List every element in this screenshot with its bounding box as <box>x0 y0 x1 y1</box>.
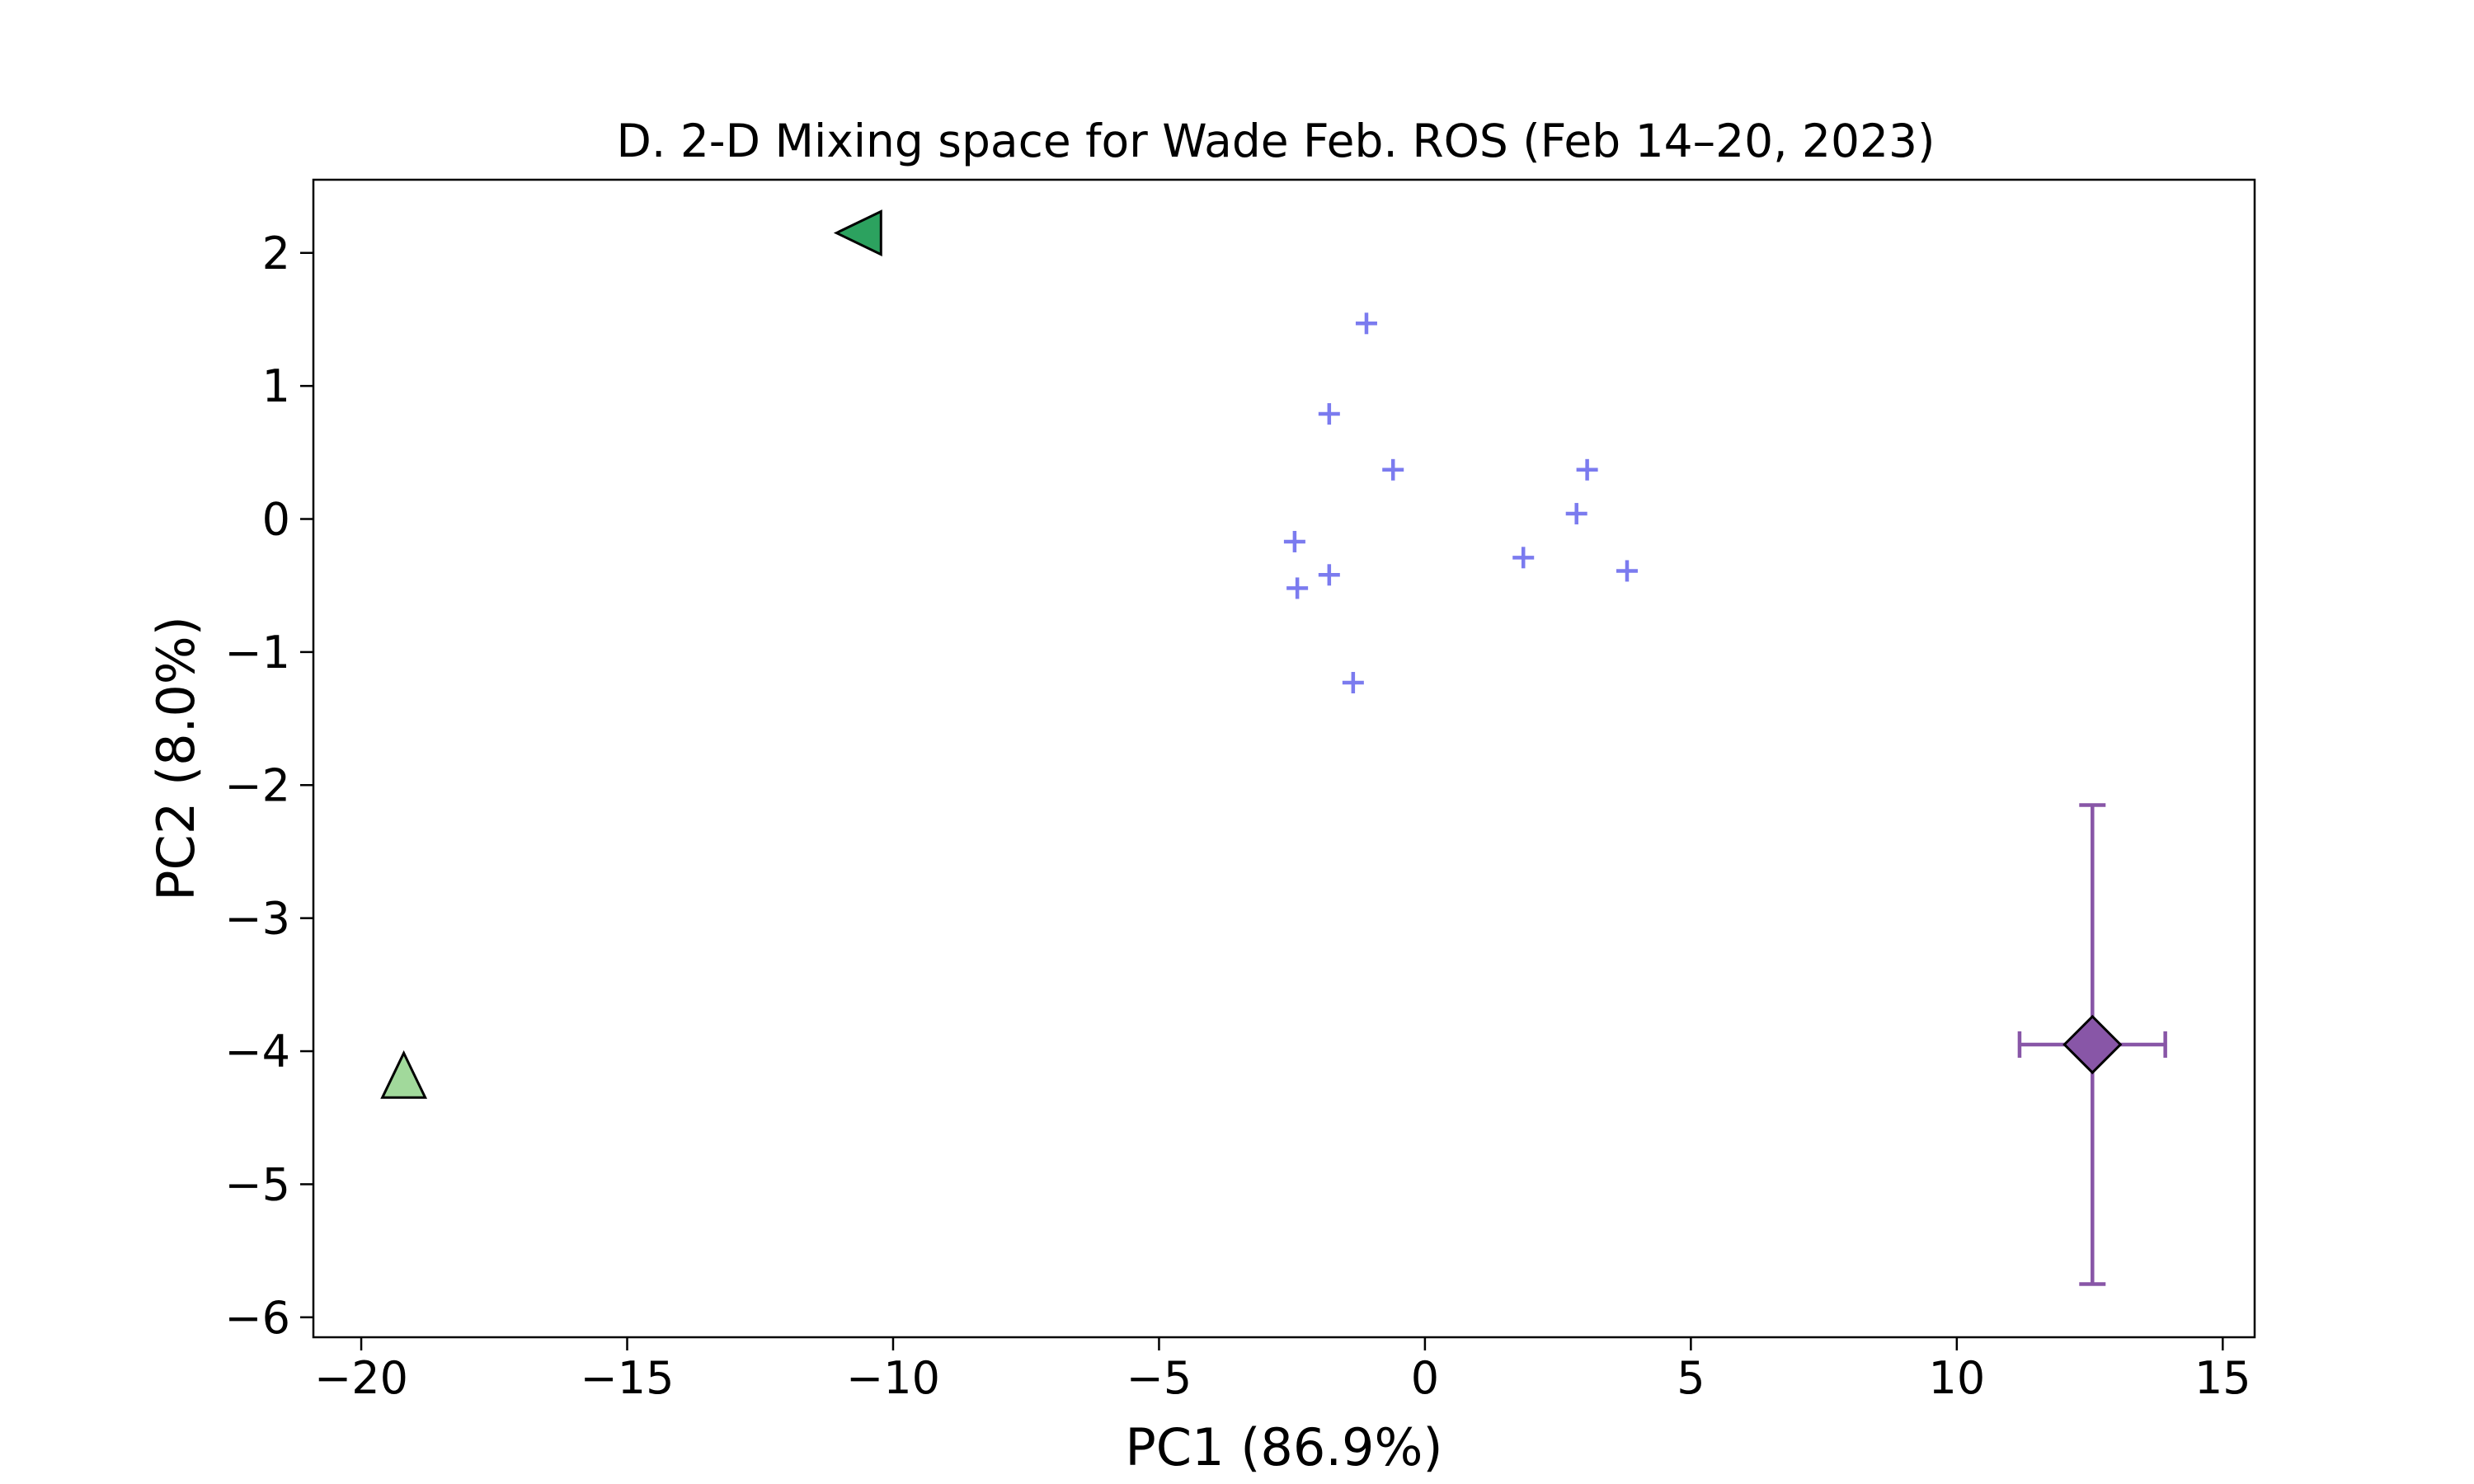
x-tick-label: 15 <box>2194 1352 2251 1404</box>
chart-marks <box>380 209 2167 1286</box>
x-tick-label: 5 <box>1677 1352 1705 1404</box>
plus-point <box>1355 312 1377 335</box>
y-tick-label: −3 <box>224 893 290 945</box>
plus-point <box>1616 560 1638 582</box>
plus-point <box>1283 530 1305 552</box>
triangle-up-point <box>380 1050 428 1099</box>
plus-point <box>1318 403 1340 425</box>
plus-point <box>1318 564 1340 586</box>
x-tick-label: −15 <box>581 1352 675 1404</box>
y-tick-label: −5 <box>224 1158 290 1210</box>
x-axis-ticks: −20 −15 −10 −5 0 5 10 15 <box>314 1337 2251 1404</box>
plus-point <box>1382 458 1404 481</box>
y-tick-label: −4 <box>224 1026 290 1078</box>
y-tick-label: −1 <box>224 627 290 679</box>
plus-point <box>1576 458 1598 481</box>
y-tick-label: 1 <box>262 360 290 412</box>
x-tick-label: −20 <box>314 1352 408 1404</box>
y-tick-label: −2 <box>224 759 290 811</box>
x-tick-label: −10 <box>846 1352 940 1404</box>
plus-point <box>1342 672 1364 694</box>
y-axis-ticks: −6 −5 −4 −3 −2 −1 0 1 2 <box>224 228 313 1344</box>
y-tick-label: −6 <box>224 1292 290 1344</box>
x-axis-label: PC1 (86.9%) <box>1125 1417 1442 1477</box>
plot-frame <box>312 178 2256 1339</box>
x-tick-label: 0 <box>1411 1352 1439 1404</box>
plus-point <box>1512 547 1535 569</box>
plus-point <box>1565 503 1587 525</box>
y-tick-label: 2 <box>262 228 290 279</box>
diamond-point <box>2062 1014 2123 1075</box>
x-tick-label: −5 <box>1126 1352 1192 1404</box>
triangle-left-point <box>833 209 882 256</box>
y-tick-label: 0 <box>262 494 290 546</box>
chart-title: D. 2-D Mixing space for Wade Feb. ROS (F… <box>617 115 1935 167</box>
plus-point <box>1286 577 1309 599</box>
x-tick-label: 10 <box>1928 1352 1985 1404</box>
y-axis-label: PC2 (8.0%) <box>146 616 206 901</box>
